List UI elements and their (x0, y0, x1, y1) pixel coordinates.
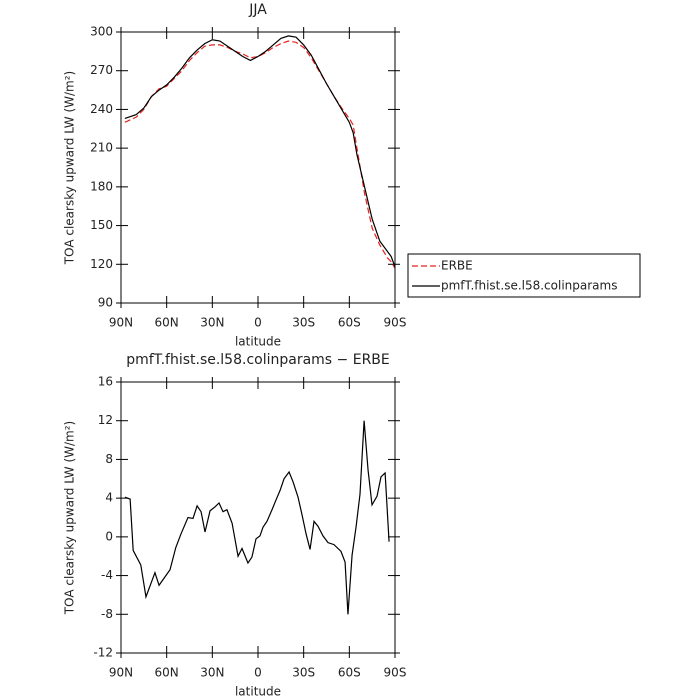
y-tick-label: 210 (90, 141, 113, 155)
x-tick-label: 0 (254, 666, 262, 680)
y-tick-label: 270 (90, 63, 113, 77)
x-tick-label: 60N (155, 316, 179, 330)
y-tick-label: 120 (90, 257, 113, 271)
x-tick-label: 60N (155, 666, 179, 680)
chart-title: pmfT.fhist.se.l58.colinparams − ERBE (126, 352, 390, 368)
x-tick-label: 30S (292, 316, 315, 330)
chart-title: JJA (248, 2, 267, 18)
data-line (124, 35, 396, 268)
y-tick-label: 180 (90, 179, 113, 193)
y-axis-label: TOA clearsky upward LW (W/m²) (63, 421, 77, 615)
plot-frame (120, 381, 396, 654)
x-tick-label: 0 (254, 316, 262, 330)
x-tick-label: 90N (109, 316, 133, 330)
x-tick-label: 90S (384, 316, 407, 330)
legend-label: pmfT.fhist.se.l58.colinparams (441, 279, 617, 293)
y-tick-label: 0 (105, 529, 113, 543)
y-tick-label: 150 (90, 218, 113, 232)
legend-box (407, 253, 641, 298)
y-tick-label: 240 (90, 102, 113, 116)
x-tick-label: 90N (109, 666, 133, 680)
y-tick-label: 8 (105, 452, 113, 466)
y-tick-label: -8 (101, 607, 113, 621)
y-tick-label: -4 (101, 568, 113, 582)
x-axis-label: latitude (235, 685, 281, 699)
y-tick-label: 16 (98, 375, 113, 389)
x-tick-label: 30S (292, 666, 315, 680)
x-tick-label: 90S (384, 666, 407, 680)
y-tick-label: 12 (98, 413, 113, 427)
data-line (124, 420, 390, 615)
x-tick-label: 30N (200, 666, 224, 680)
x-axis-label: latitude (235, 335, 281, 349)
legend-label: ERBE (441, 259, 473, 273)
y-tick-label: 4 (105, 491, 113, 505)
x-tick-label: 30N (200, 316, 224, 330)
y-tick-label: 90 (98, 296, 113, 310)
data-line (124, 40, 396, 269)
y-tick-label: 300 (90, 25, 113, 39)
x-tick-label: 60S (338, 316, 361, 330)
y-axis-label: TOA clearsky upward LW (W/m²) (63, 71, 77, 265)
plot-frame (120, 31, 396, 304)
y-tick-label: -12 (93, 646, 113, 660)
x-tick-label: 60S (338, 666, 361, 680)
